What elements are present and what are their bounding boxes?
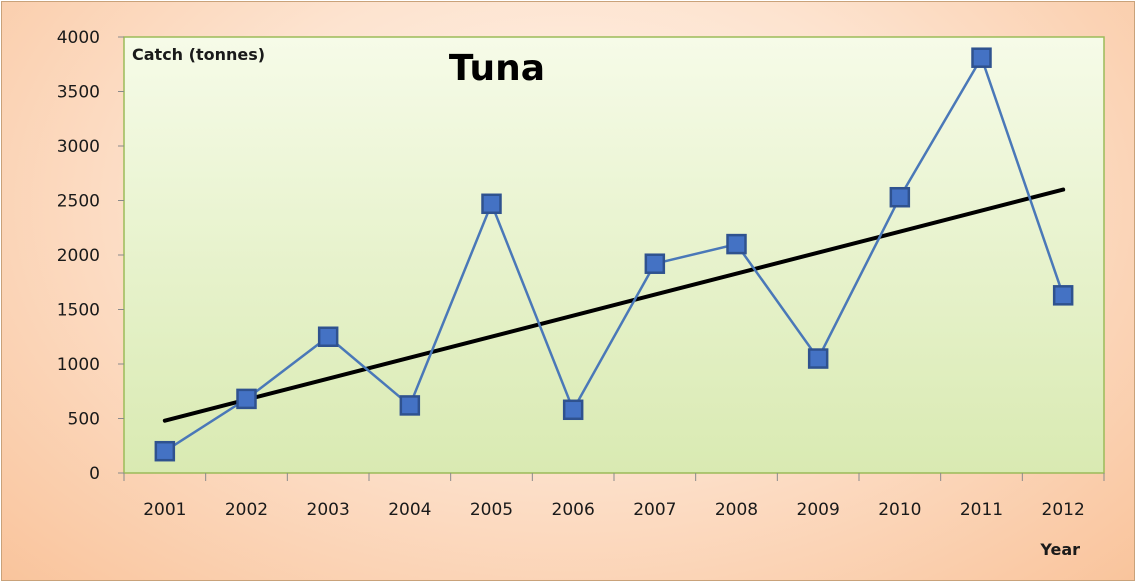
x-tick-label: 2002 — [225, 500, 268, 520]
y-tick-label: 500 — [68, 410, 100, 430]
data-point-2007 — [644, 253, 666, 274]
x-tick-label: 2006 — [552, 500, 595, 520]
data-point-2003 — [317, 326, 339, 347]
plot-area — [123, 36, 1105, 474]
data-point-2009 — [807, 348, 829, 369]
x-axis: 2001 2002 2003 2004 2005 2006 2007 2008 2009 2010… — [123, 473, 1105, 520]
x-tick-label: 2003 — [307, 500, 350, 520]
trendline — [162, 187, 1066, 423]
x-tick-label: 2004 — [388, 500, 431, 520]
data-point-2008 — [726, 233, 747, 255]
x-tick-label: 2008 — [715, 500, 758, 520]
series-line-tuna-catch — [164, 54, 1065, 453]
y-tick-label: 2500 — [57, 192, 100, 212]
x-tick-label: 2005 — [470, 500, 513, 520]
data-point-2002 — [236, 388, 257, 410]
chart-title: Tuna — [449, 48, 545, 89]
data-point-2012 — [1052, 285, 1074, 306]
y-axis-label: Catch (tonnes) — [132, 45, 265, 64]
x-tick-label: 2001 — [143, 500, 186, 520]
data-point-2010 — [889, 186, 911, 208]
data-point-2006 — [562, 399, 584, 421]
x-tick-label: 2009 — [797, 500, 840, 520]
y-axis: 0 500 1000 1500 2000 2500 3000 3500 4000 — [57, 28, 124, 484]
data-point-2005 — [481, 193, 502, 215]
series-points — [154, 47, 1074, 462]
data-point-2001 — [154, 440, 176, 462]
y-tick-label: 3500 — [57, 83, 100, 103]
y-tick-label: 1000 — [57, 355, 100, 375]
x-tick-label: 2007 — [633, 500, 676, 520]
y-tick-label: 3000 — [57, 137, 100, 157]
x-tick-label: 2011 — [960, 500, 1003, 520]
data-point-2011 — [971, 47, 992, 68]
y-tick-label: 4000 — [57, 28, 100, 48]
x-tick-label: 2010 — [878, 500, 921, 520]
data-point-2004 — [399, 395, 421, 416]
y-tick-label: 0 — [89, 464, 100, 484]
x-axis-label: Year — [1039, 540, 1080, 559]
y-tick-label: 1500 — [57, 301, 100, 321]
x-tick-label: 2012 — [1042, 500, 1085, 520]
y-tick-label: 2000 — [57, 246, 100, 266]
